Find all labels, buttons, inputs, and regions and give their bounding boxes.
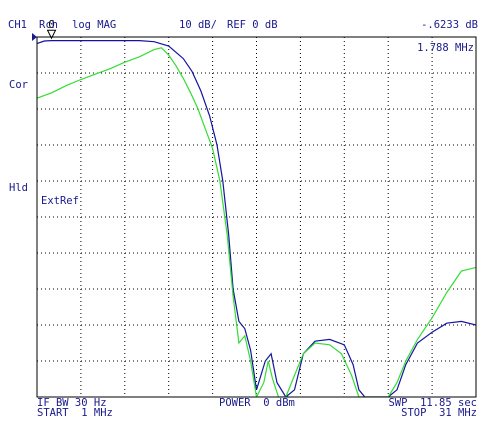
trace-2 bbox=[37, 47, 476, 397]
extref-annotation: ExtRef bbox=[41, 195, 79, 207]
if-bandwidth-label: IF BW 30 Hz bbox=[37, 397, 107, 409]
marker-frequency-readout: 1.788 MHz bbox=[417, 42, 474, 54]
hold-indicator: Hld bbox=[9, 182, 28, 194]
reference-label: REF 0 dB bbox=[227, 19, 278, 31]
format-label: log MAG bbox=[72, 19, 117, 31]
scale-label: 10 dB/ bbox=[179, 19, 217, 31]
start-frequency-label: START 1 MHz bbox=[37, 407, 113, 419]
sweep-time-label: SWP 11.85 sec bbox=[388, 397, 477, 409]
trace-1 bbox=[37, 40, 476, 397]
parameter-label: Rch bbox=[39, 19, 58, 31]
stop-frequency-label: STOP 31 MHz bbox=[401, 407, 477, 419]
marker-label: 0 bbox=[48, 18, 55, 31]
reference-level-pointer bbox=[32, 33, 37, 41]
plot-frame bbox=[36, 36, 477, 398]
power-label: POWER 0 dBm bbox=[219, 397, 295, 409]
correction-indicator: Cor bbox=[9, 79, 28, 91]
channel-label: CH1 bbox=[8, 19, 27, 31]
marker-value-readout: -.6233 dB bbox=[421, 19, 478, 31]
marker-triangle bbox=[46, 29, 57, 40]
